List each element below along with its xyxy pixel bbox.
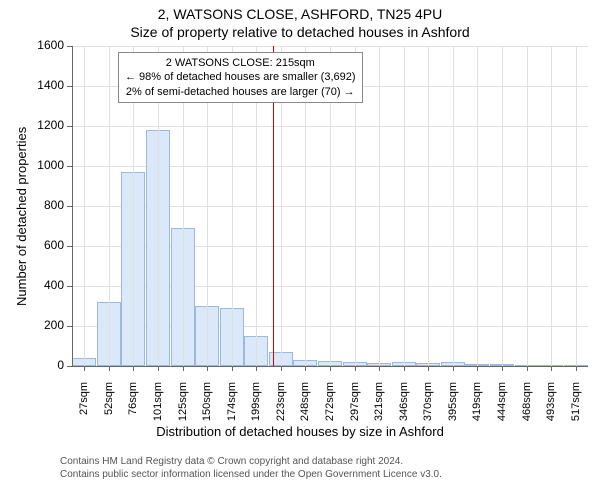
gridline-v — [379, 46, 380, 366]
gridline-v — [502, 46, 503, 366]
y-tick-label: 1000 — [28, 158, 64, 172]
y-tick-label: 800 — [28, 198, 64, 212]
gridline-v — [84, 46, 85, 366]
gridline-v — [428, 46, 429, 366]
gridline-v — [109, 46, 110, 366]
gridline-v — [576, 46, 577, 366]
y-tick-label: 400 — [28, 278, 64, 292]
page-title-sub: Size of property relative to detached ho… — [0, 22, 600, 40]
gridline-v — [453, 46, 454, 366]
x-axis-label: Distribution of detached houses by size … — [0, 424, 600, 439]
callout-line-1: 2 WATSONS CLOSE: 215sqm — [125, 56, 356, 70]
y-tick-label: 600 — [28, 238, 64, 252]
y-tick-label: 1200 — [28, 118, 64, 132]
callout-line-2: ← 98% of detached houses are smaller (3,… — [125, 70, 356, 84]
footer-line-2: Contains public sector information licen… — [60, 468, 442, 481]
y-axis-line — [72, 46, 73, 366]
y-axis-label: Number of detached properties — [14, 127, 29, 306]
page-title-address: 2, WATSONS CLOSE, ASHFORD, TN25 4PU — [0, 0, 600, 22]
x-axis-line — [72, 366, 588, 367]
y-tick-label: 1400 — [28, 78, 64, 92]
callout-box: 2 WATSONS CLOSE: 215sqm← 98% of detached… — [118, 52, 363, 103]
y-tick-label: 1600 — [28, 38, 64, 52]
y-tick-label: 0 — [28, 358, 64, 372]
gridline-v — [527, 46, 528, 366]
callout-line-3: 2% of semi-detached houses are larger (7… — [125, 85, 356, 99]
attribution-footer: Contains HM Land Registry data © Crown c… — [60, 455, 442, 481]
chart-area: Number of detached properties 0200400600… — [0, 46, 600, 446]
gridline-v — [551, 46, 552, 366]
gridline-v — [477, 46, 478, 366]
y-tick-label: 200 — [28, 318, 64, 332]
footer-line-1: Contains HM Land Registry data © Crown c… — [60, 455, 442, 468]
plot-region: 0200400600800100012001400160027sqm52sqm7… — [72, 46, 588, 366]
gridline-v — [404, 46, 405, 366]
